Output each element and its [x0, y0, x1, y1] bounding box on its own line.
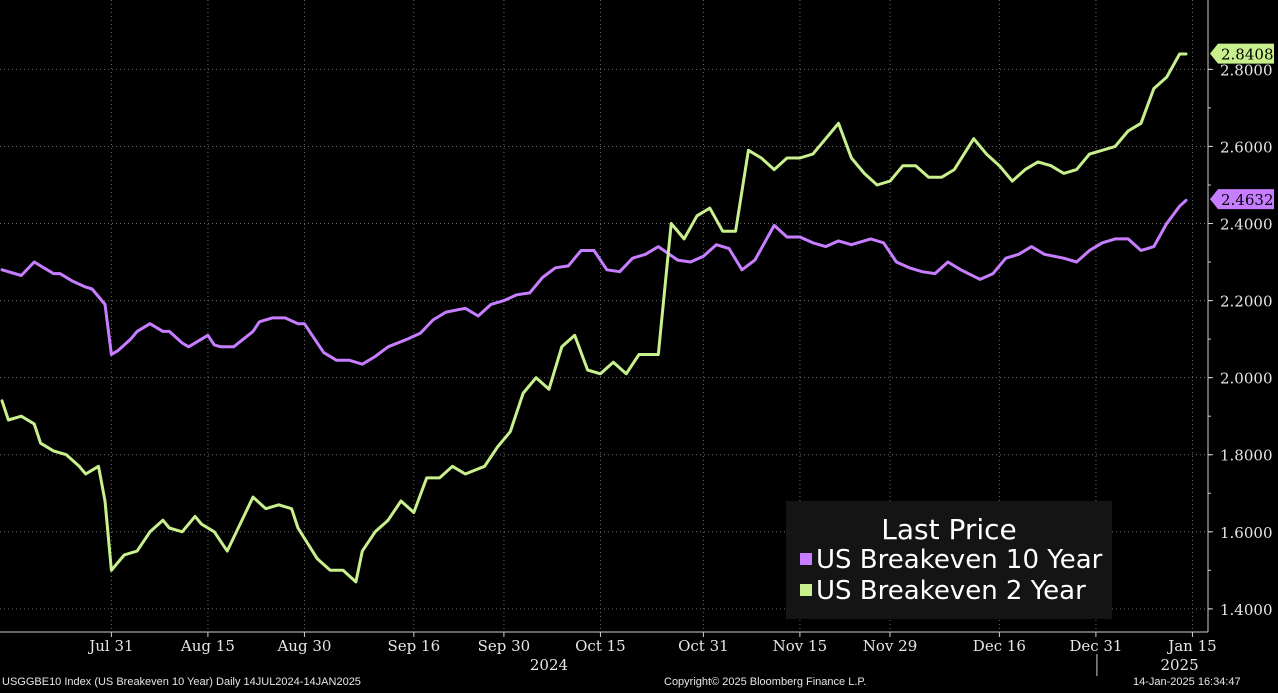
y-tick-label: 2.2000: [1220, 293, 1273, 311]
x-tick-label: Sep 30: [478, 637, 531, 655]
legend-label: US Breakeven 10 Year: [816, 545, 1103, 575]
x-tick-label: Dec 16: [973, 637, 1026, 655]
y-tick-label: 1.4000: [1220, 601, 1273, 619]
y-tick-label: 2.0000: [1220, 370, 1273, 388]
series-lines: [0, 52, 1188, 584]
y-tick-label: 1.6000: [1220, 524, 1273, 542]
x-year-label: 2024: [530, 656, 568, 674]
legend-swatch-icon: [800, 552, 812, 565]
legend-swatch-icon: [800, 583, 812, 596]
legend-item-breakeven-2y: US Breakeven 2 Year: [800, 576, 1086, 606]
series-line-1: [0, 52, 1188, 584]
x-tick-label: Dec 31: [1069, 637, 1122, 655]
y-tick-label: 2.4000: [1220, 216, 1273, 234]
y-tick-label: 2.6000: [1220, 138, 1273, 156]
y-tick-label: 1.8000: [1220, 447, 1273, 465]
x-tick-label: Sep 16: [388, 637, 441, 655]
x-tick-label: Jan 15: [1166, 637, 1216, 655]
x-tick-label: Nov 29: [863, 637, 918, 655]
x-tick-label: Oct 31: [678, 637, 729, 655]
y-tick-label: 2.8000: [1220, 61, 1273, 79]
footer-timestamp: 14-Jan-2025 16:34:47: [1133, 676, 1241, 688]
x-tick-label: Aug 15: [180, 637, 235, 655]
x-tick-label: Jul 31: [87, 637, 133, 655]
last-value-label: 2.4632: [1221, 191, 1274, 209]
grid-lines: [0, 0, 1208, 632]
footer-copyright: Copyright© 2025 Bloomberg Finance L.P.: [664, 676, 867, 688]
series-line-0: [0, 198, 1188, 366]
legend-title: Last Price: [881, 513, 1017, 546]
last-value-labels: 2.4632 2.8408: [1210, 43, 1274, 210]
x-tick-label: Aug 30: [276, 637, 331, 655]
x-tick-label: Nov 15: [773, 637, 828, 655]
last-value-badge: [1210, 43, 1274, 64]
axes: 1.4000 1.6000 1.8000 2.0000 2.2000 2.4000 2.60…: [0, 0, 1273, 676]
legend-item-breakeven-10y: US Breakeven 10 Year: [800, 545, 1102, 575]
footer-ticker-info: USGGBE10 Index (US Breakeven 10 Year) Da…: [2, 676, 361, 688]
last-value-badge: [1210, 189, 1274, 210]
legend: Last Price US Breakeven 10 Year US Break…: [786, 501, 1112, 619]
x-tick-label: Oct 15: [575, 637, 626, 655]
last-value-label: 2.8408: [1221, 46, 1274, 64]
legend-label: US Breakeven 2 Year: [816, 576, 1086, 606]
x-year-label: 2025: [1160, 656, 1198, 674]
